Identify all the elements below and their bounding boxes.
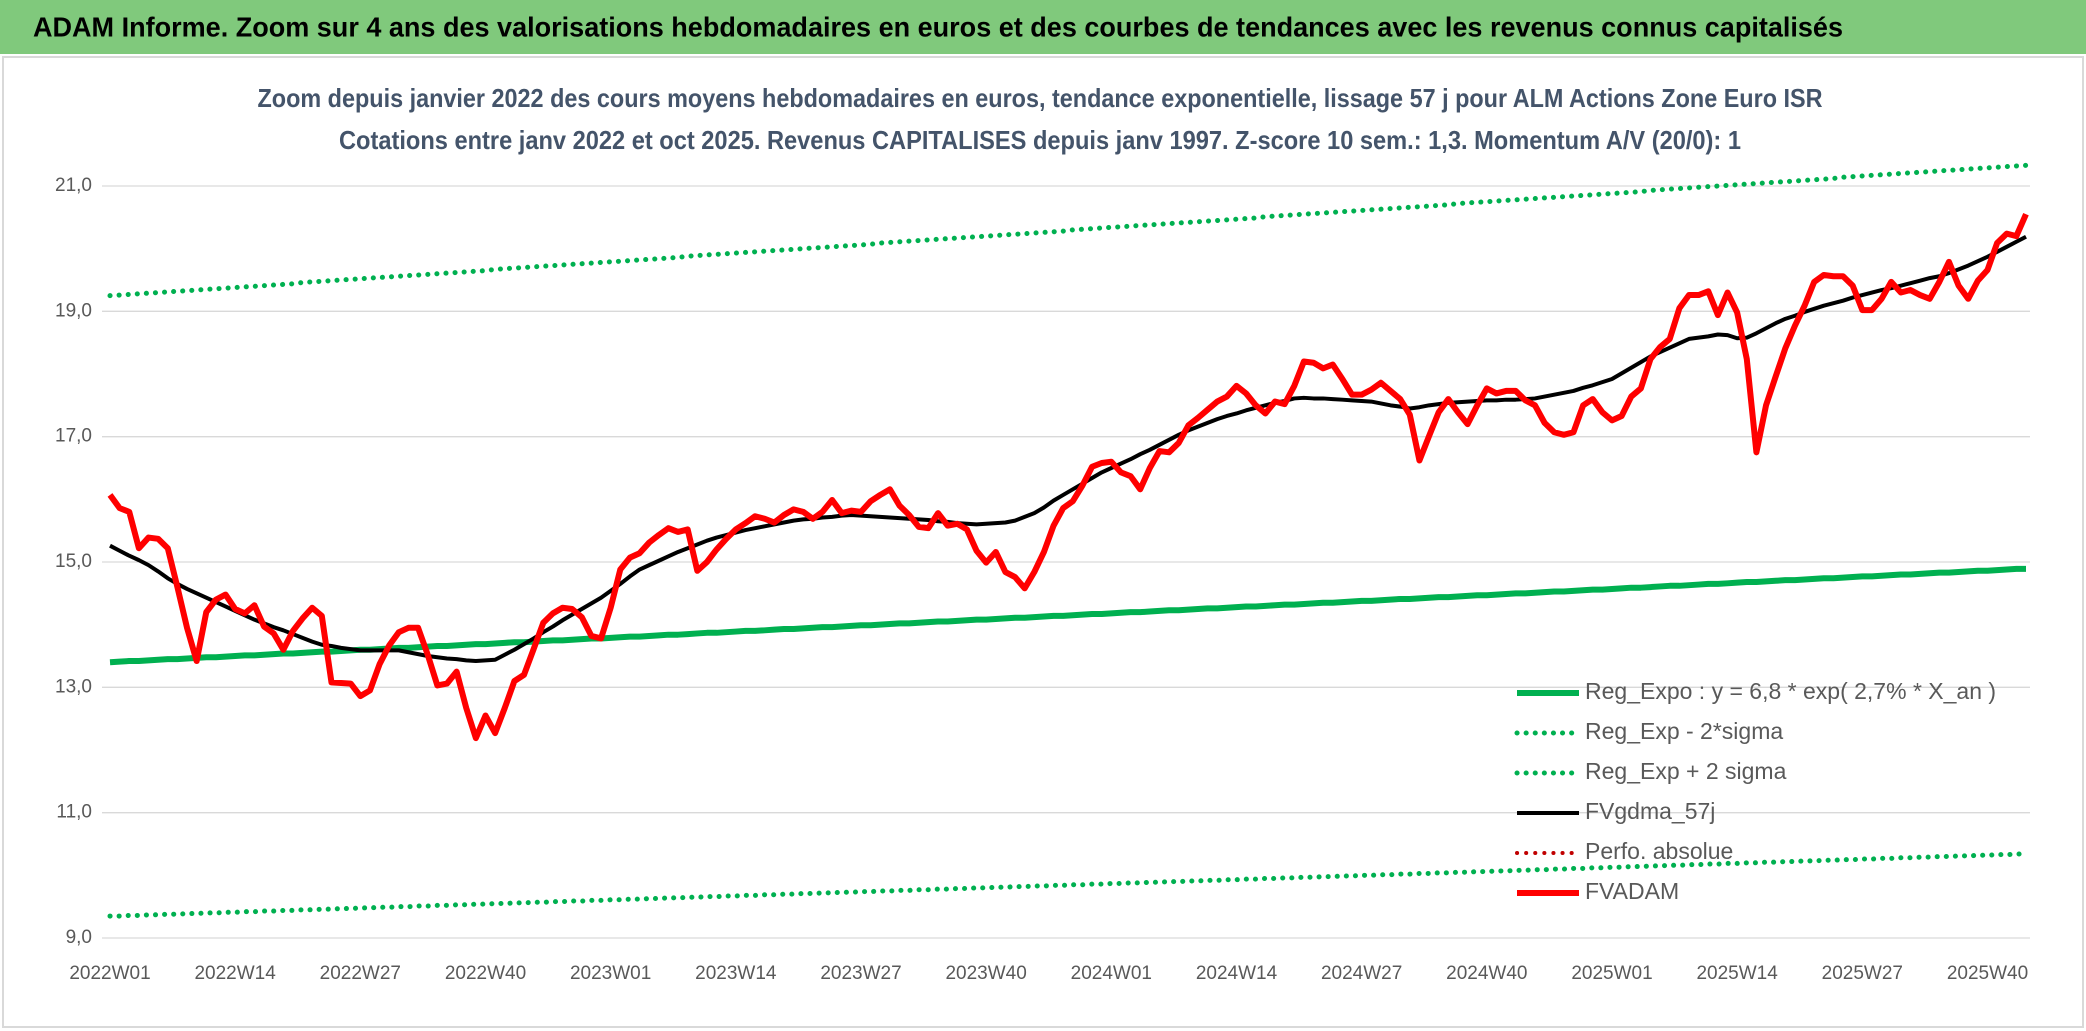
x-tick-label: 2024W40 xyxy=(1446,963,1527,984)
y-tick-label: 11,0 xyxy=(56,802,92,823)
series-line xyxy=(109,565,2026,666)
x-tick-label: 2023W14 xyxy=(695,963,777,984)
legend-label: Reg_Expo : y = 6,8 * exp( 2,7% * X_an ) xyxy=(1585,678,1996,704)
legend-label: Perfo. absolue xyxy=(1585,838,1733,864)
x-tick-label: 2022W01 xyxy=(69,963,150,984)
x-tick-label: 2025W14 xyxy=(1696,963,1778,984)
legend-label: Reg_Exp - 2*sigma xyxy=(1585,718,1783,744)
series-line xyxy=(107,212,2029,742)
y-tick-label: 9,0 xyxy=(66,927,92,948)
x-tick-label: 2022W14 xyxy=(194,963,276,984)
x-tick-label: 2025W01 xyxy=(1571,963,1652,984)
y-tick-label: 17,0 xyxy=(55,426,92,447)
x-tick-label: 2023W01 xyxy=(570,963,651,984)
y-tick-label: 19,0 xyxy=(55,300,92,321)
x-tick-label: 2023W27 xyxy=(820,963,901,984)
x-tick-label: 2022W27 xyxy=(320,963,401,984)
series-line xyxy=(107,851,2029,919)
x-tick-label: 2022W40 xyxy=(445,963,526,984)
x-tick-label: 2024W14 xyxy=(1196,963,1278,984)
chart-title: Zoom depuis janvier 2022 des cours moyen… xyxy=(258,83,1823,113)
header-bar xyxy=(0,0,2086,54)
x-tick-label: 2025W27 xyxy=(1822,963,1903,984)
chart-subtitle: Cotations entre janv 2022 et oct 2025. R… xyxy=(339,125,1741,155)
x-tick-label: 2023W40 xyxy=(945,963,1026,984)
legend-label: FVgdma_57j xyxy=(1585,798,1715,824)
series-line xyxy=(107,162,2029,299)
legend-label: FVADAM xyxy=(1585,878,1679,904)
y-tick-label: 15,0 xyxy=(55,551,92,572)
y-tick-label: 13,0 xyxy=(55,676,92,697)
x-tick-label: 2024W01 xyxy=(1071,963,1152,984)
y-tick-label: 21,0 xyxy=(55,175,92,196)
legend-label: Reg_Exp + 2 sigma xyxy=(1585,758,1787,784)
chart-frame xyxy=(2,56,2084,1028)
header-title: ADAM Informe. Zoom sur 4 ans des valoris… xyxy=(33,11,1843,42)
x-tick-label: 2024W27 xyxy=(1321,963,1402,984)
x-tick-label: 2025W40 xyxy=(1947,963,2028,984)
